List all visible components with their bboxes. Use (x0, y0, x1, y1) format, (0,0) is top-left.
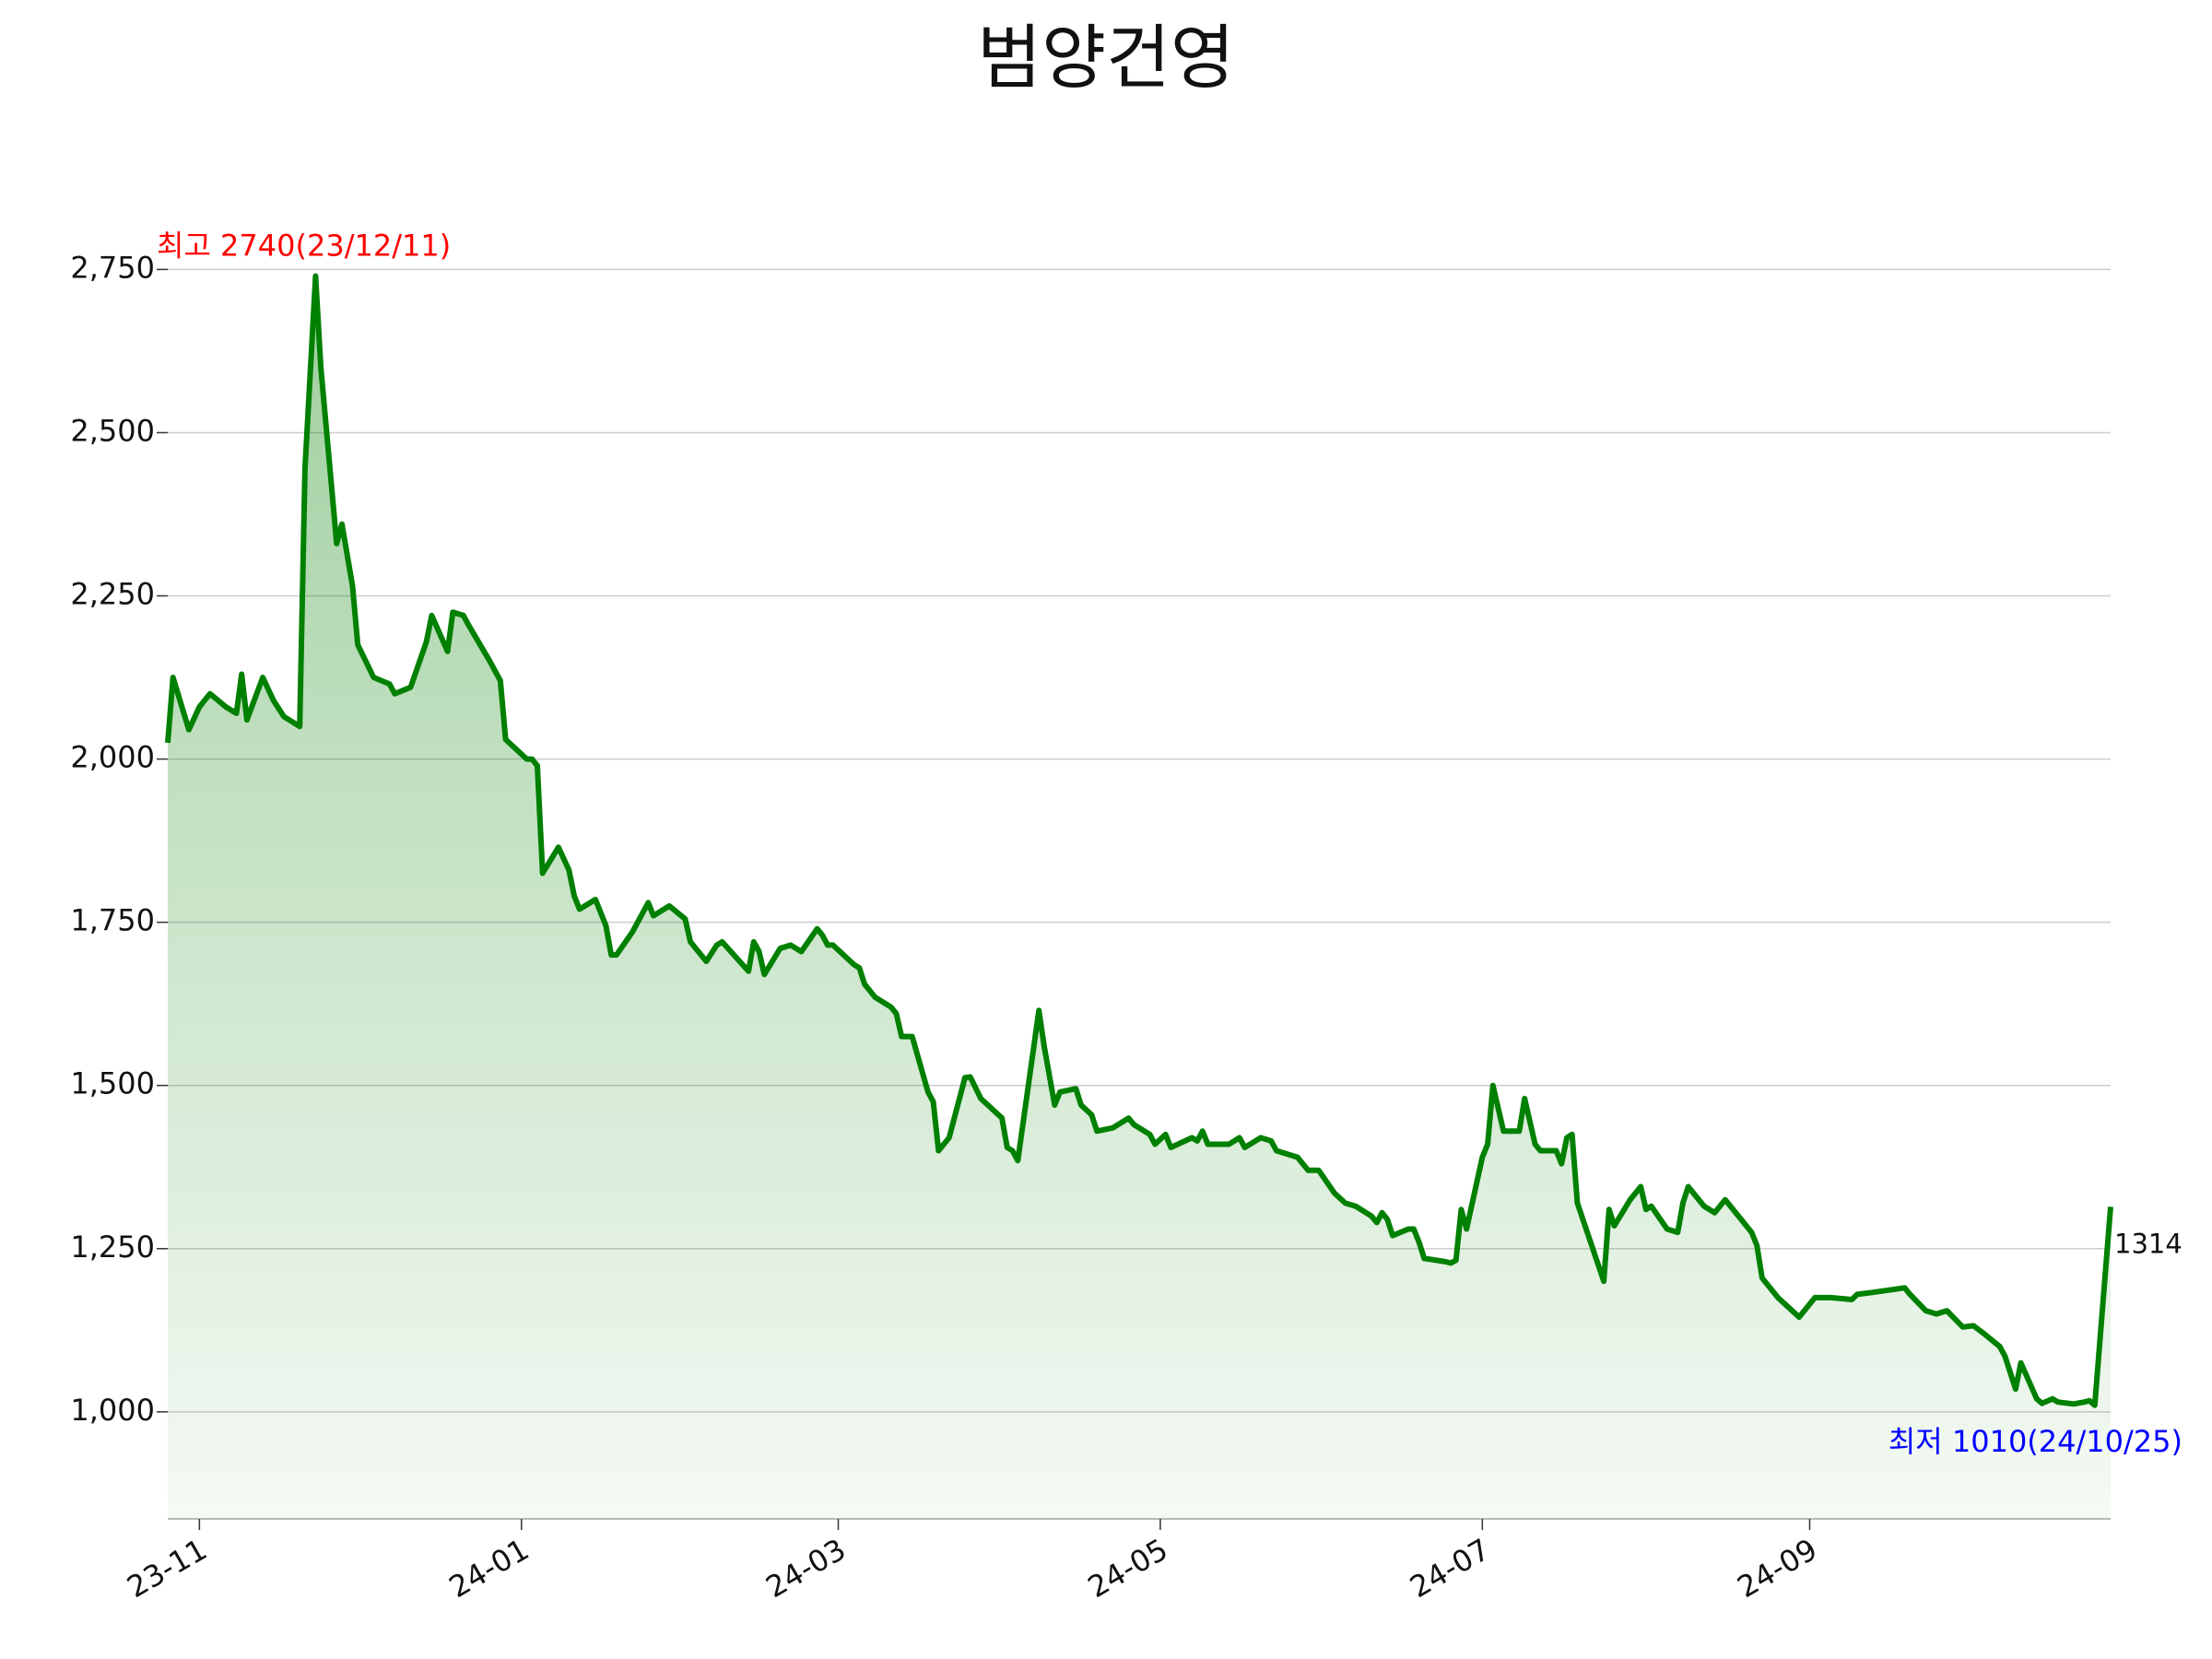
x-tick-label: 24-03 (759, 1532, 852, 1605)
x-tick-label: 24-05 (1082, 1532, 1174, 1605)
y-tick-label: 2,500 (70, 413, 155, 448)
price-line (165, 273, 2113, 1408)
y-tick-label: 1,750 (70, 903, 155, 938)
y-tick-label: 2,000 (70, 740, 155, 775)
y-tick-label: 1,000 (70, 1393, 155, 1428)
y-tick-label: 2,750 (70, 250, 155, 285)
x-tick-label: 24-07 (1404, 1532, 1496, 1605)
y-tick-label: 2,250 (70, 577, 155, 612)
area-fill (168, 276, 2111, 1519)
x-tick-label: 23-11 (121, 1532, 213, 1605)
x-tick-label: 24-01 (443, 1532, 535, 1605)
x-tick-label: 24-09 (1731, 1532, 1823, 1605)
y-tick-label: 1,500 (70, 1066, 155, 1101)
last-value-label: 1314 (2114, 1228, 2183, 1259)
min-annotation: 최저 1010(24/10/25) (1888, 1424, 2183, 1459)
chart-title: 범양건영 (977, 17, 1235, 99)
max-annotation: 최고 2740(23/12/11) (157, 228, 451, 263)
y-tick-label: 1,250 (70, 1230, 155, 1265)
